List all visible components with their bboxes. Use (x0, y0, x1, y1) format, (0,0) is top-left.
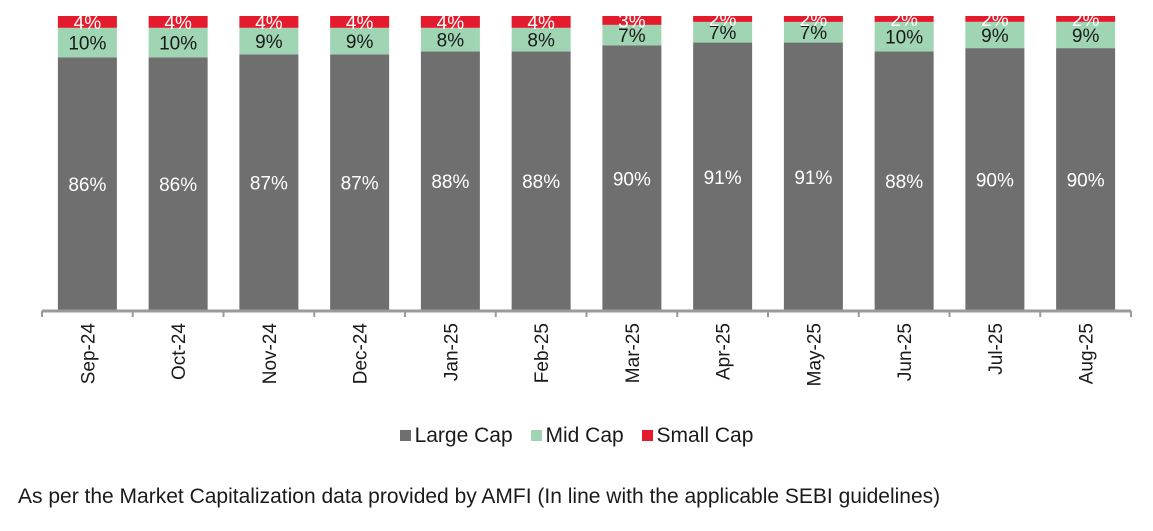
data-label-large-cap-nov-24: 87% (250, 174, 288, 195)
bar-large-cap-nov-24 (239, 54, 299, 311)
data-label-mid-cap-oct-24: 10% (159, 34, 197, 55)
x-tick-label-oct-24: Oct-24 (169, 323, 190, 380)
x-tick-label-jul-25: Jul-25 (986, 323, 1007, 375)
bar-small-cap-may-25 (783, 16, 843, 22)
data-label-mid-cap-jul-25: 9% (981, 26, 1009, 47)
data-label-small-cap-jun-25: 2% (890, 10, 918, 31)
bar-small-cap-feb-25 (511, 16, 571, 28)
data-label-mid-cap-apr-25: 7% (709, 23, 737, 44)
data-label-large-cap-may-25: 91% (794, 168, 832, 189)
legend-label-small-cap: Small Cap (656, 424, 754, 447)
bar-mid-cap-feb-25 (511, 27, 571, 52)
x-tick-label-may-25: May-25 (804, 323, 825, 386)
data-label-mid-cap-nov-24: 9% (255, 32, 283, 53)
legend-label-mid-cap: Mid Cap (545, 424, 624, 447)
bar-large-cap-apr-25 (693, 42, 753, 312)
bar-mid-cap-may-25 (783, 21, 843, 43)
data-label-small-cap-oct-24: 4% (164, 13, 192, 34)
chart-legend: Large Cap Mid Cap Small Cap (0, 424, 1153, 448)
bar-mid-cap-jul-25 (965, 21, 1025, 49)
data-label-small-cap-feb-25: 4% (527, 13, 555, 34)
bar-small-cap-apr-25 (693, 16, 753, 22)
footnote: As per the Market Capitalization data pr… (18, 485, 941, 508)
bar-small-cap-oct-24 (148, 16, 208, 28)
data-label-mid-cap-may-25: 7% (800, 23, 828, 44)
bar-mid-cap-mar-25 (602, 24, 662, 46)
bar-large-cap-jan-25 (420, 51, 480, 312)
bar-mid-cap-apr-25 (693, 21, 753, 43)
bar-small-cap-jun-25 (874, 16, 934, 22)
data-label-small-cap-sep-24: 4% (74, 13, 102, 34)
bar-large-cap-mar-25 (602, 45, 662, 311)
bar-large-cap-jun-25 (874, 51, 934, 312)
x-tick-label-dec-24: Dec-24 (351, 323, 372, 385)
x-tick-label-aug-25: Aug-25 (1077, 323, 1098, 384)
bar-large-cap-feb-25 (511, 51, 571, 312)
legend-item-mid-cap: Mid Cap (530, 424, 624, 448)
data-label-large-cap-apr-25: 91% (704, 168, 742, 189)
data-label-small-cap-aug-25: 2% (1072, 10, 1100, 31)
bar-mid-cap-dec-24 (330, 27, 390, 55)
x-tick-label-jun-25: Jun-25 (895, 323, 916, 381)
data-label-small-cap-nov-24: 4% (255, 13, 283, 34)
bar-small-cap-nov-24 (239, 16, 299, 28)
data-label-large-cap-oct-24: 86% (159, 175, 197, 196)
bar-small-cap-aug-25 (1056, 16, 1116, 22)
stacked-bar-chart: 86%10%4%86%10%4%87%9%4%87%9%4%88%8%4%88%… (41, 10, 1132, 387)
bar-mid-cap-jan-25 (420, 27, 480, 52)
data-label-large-cap-jan-25: 88% (431, 172, 469, 193)
bar-mid-cap-jun-25 (874, 21, 934, 52)
data-label-large-cap-feb-25: 88% (522, 172, 560, 193)
data-label-large-cap-jul-25: 90% (976, 171, 1014, 192)
data-label-small-cap-jul-25: 2% (981, 10, 1009, 31)
legend-item-large-cap: Large Cap (399, 424, 513, 448)
data-label-small-cap-jan-25: 4% (437, 13, 465, 34)
data-label-mid-cap-mar-25: 7% (618, 26, 646, 47)
bar-large-cap-dec-24 (330, 54, 390, 311)
x-tick-label-nov-24: Nov-24 (260, 323, 281, 385)
data-label-large-cap-mar-25: 90% (613, 169, 651, 190)
data-label-mid-cap-jun-25: 10% (885, 28, 923, 49)
bar-small-cap-jan-25 (420, 16, 480, 28)
data-label-mid-cap-feb-25: 8% (527, 31, 555, 52)
x-tick-label-apr-25: Apr-25 (714, 323, 735, 380)
bar-large-cap-aug-25 (1056, 48, 1116, 311)
data-label-large-cap-jun-25: 88% (885, 172, 923, 193)
legend-label-large-cap: Large Cap (414, 424, 513, 447)
bar-mid-cap-aug-25 (1056, 21, 1116, 49)
data-label-mid-cap-jan-25: 8% (437, 31, 465, 52)
bar-small-cap-mar-25 (602, 16, 662, 25)
bar-large-cap-jul-25 (965, 48, 1025, 311)
legend-swatch-mid-cap (530, 430, 542, 441)
x-tick-label-feb-25: Feb-25 (532, 323, 553, 383)
bar-large-cap-may-25 (783, 42, 843, 312)
data-label-large-cap-aug-25: 90% (1067, 171, 1105, 192)
legend-swatch-large-cap (399, 430, 411, 441)
data-label-small-cap-mar-25: 3% (618, 11, 646, 32)
x-tick-label-jan-25: Jan-25 (441, 323, 462, 381)
data-label-mid-cap-aug-25: 9% (1072, 26, 1100, 47)
bar-mid-cap-oct-24 (148, 27, 208, 58)
data-label-small-cap-dec-24: 4% (346, 13, 374, 34)
legend-item-small-cap: Small Cap (641, 424, 754, 448)
bar-mid-cap-sep-24 (57, 27, 117, 58)
data-label-small-cap-apr-25: 2% (709, 10, 737, 31)
bar-small-cap-dec-24 (330, 16, 390, 28)
bar-small-cap-sep-24 (57, 16, 117, 28)
data-label-large-cap-dec-24: 87% (341, 174, 379, 195)
data-label-mid-cap-sep-24: 10% (68, 34, 106, 55)
bar-large-cap-oct-24 (148, 57, 208, 311)
bar-large-cap-sep-24 (57, 57, 117, 311)
bar-mid-cap-nov-24 (239, 27, 299, 55)
x-tick-label-mar-25: Mar-25 (623, 323, 644, 383)
x-tick-label-sep-24: Sep-24 (78, 323, 99, 385)
data-label-small-cap-may-25: 2% (800, 10, 828, 31)
data-label-large-cap-sep-24: 86% (68, 175, 106, 196)
bar-small-cap-jul-25 (965, 16, 1025, 22)
data-label-mid-cap-dec-24: 9% (346, 32, 374, 53)
legend-swatch-small-cap (641, 430, 653, 441)
